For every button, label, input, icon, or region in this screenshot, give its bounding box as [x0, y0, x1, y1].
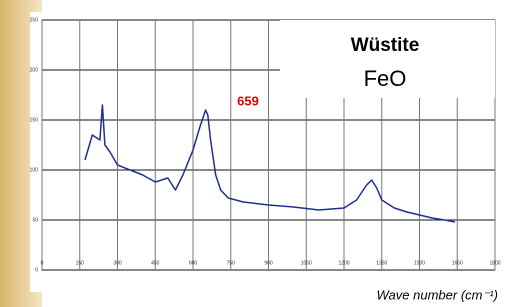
x-tick-label: 1350: [376, 260, 387, 266]
x-tick-label: 0: [41, 260, 44, 266]
x-tick-label: 1200: [338, 260, 349, 266]
y-tick-label: 100: [30, 167, 39, 173]
x-tick-label: 1050: [301, 260, 312, 266]
x-tick-label: 450: [151, 260, 160, 266]
x-axis-label: Wave number (cm⁻¹): [377, 287, 498, 302]
x-tick-label: 1500: [414, 260, 425, 266]
chart-subtitle: FeO: [364, 66, 407, 91]
y-tick-label: 200: [30, 67, 39, 73]
x-tick-label: 600: [189, 260, 198, 266]
peak-annotation: 659: [237, 93, 259, 108]
x-tick-label: 300: [113, 260, 122, 266]
y-tick-label: 0: [35, 267, 38, 273]
x-tick-label: 1650: [452, 260, 463, 266]
chart-title: Wüstite: [351, 35, 420, 56]
y-tick-label: 50: [32, 217, 38, 223]
x-tick-label: 150: [76, 260, 85, 266]
y-tick-label: 250: [30, 17, 39, 23]
x-tick-label: 1800: [489, 260, 500, 266]
chart: Wüstite FeO 659 Wave number (cm⁻¹) 0 50 10…: [0, 0, 506, 307]
x-tick-label: 900: [264, 260, 273, 266]
y-tick-label: 150: [30, 117, 39, 123]
x-tick-label: 750: [227, 260, 236, 266]
